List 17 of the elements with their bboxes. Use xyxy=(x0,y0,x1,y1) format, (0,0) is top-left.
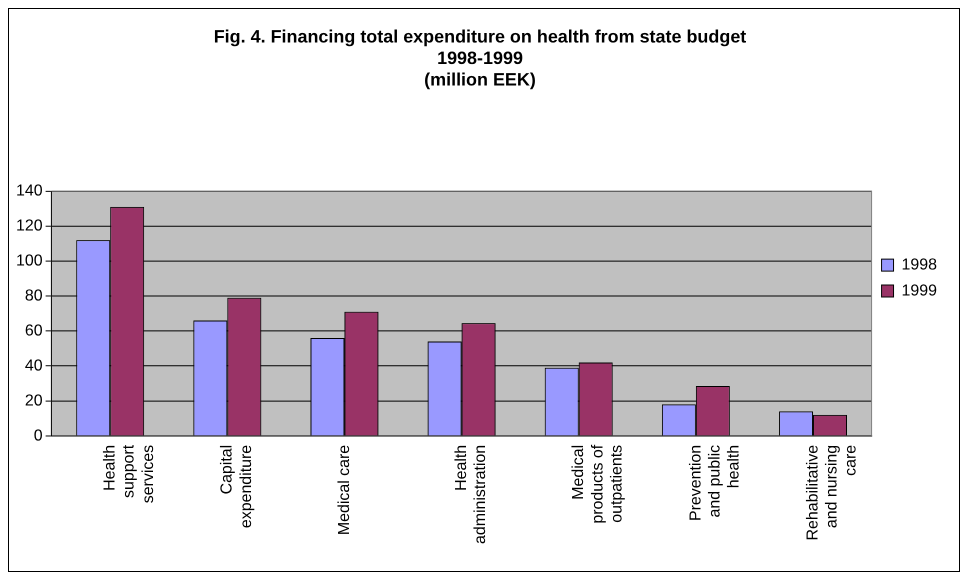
x-tick-label: Prevention and public health xyxy=(687,444,743,521)
x-tick-label: Rehabilitative and nursing care xyxy=(804,444,860,540)
x-tick-label: Health administration xyxy=(452,444,490,544)
y-tick-label: 100 xyxy=(16,252,43,270)
y-tick-label: 120 xyxy=(16,218,43,234)
y-tick-label: 20 xyxy=(24,392,43,410)
y-tick-label: 0 xyxy=(34,427,43,444)
y-tick-label: 40 xyxy=(24,357,43,374)
x-tick-label: Health support services xyxy=(102,444,157,504)
legend-label: 1998 xyxy=(902,256,938,274)
x-tick-label: Medical care xyxy=(336,444,353,536)
y-tick-label: 140 xyxy=(16,182,43,200)
y-tick-label: 80 xyxy=(24,287,43,304)
y-tick-label: 60 xyxy=(24,322,43,340)
chart-title: Fig. 4. Financing total expenditure on health from state budget 1998-1999 (million EEK) xyxy=(214,26,746,90)
legend-label: 1999 xyxy=(902,282,938,300)
x-tick-label: Medical products of outpatients xyxy=(570,444,626,524)
